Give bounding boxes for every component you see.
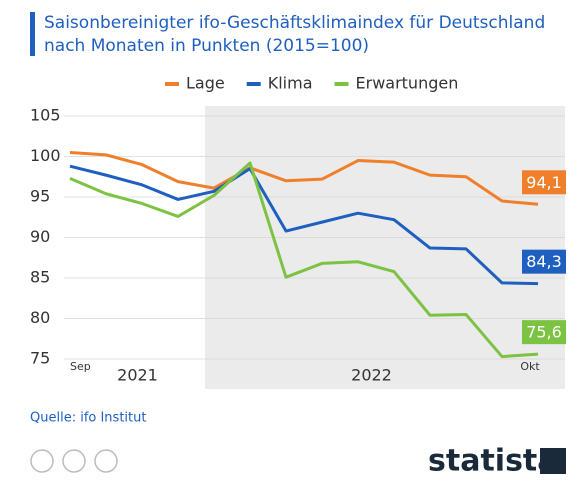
legend-label: Lage <box>186 74 225 93</box>
series-line <box>69 164 539 286</box>
y-tick-label: 80 <box>30 308 50 327</box>
period-shade <box>205 106 565 389</box>
y-tick-label: 75 <box>30 349 50 368</box>
value-label-box <box>522 249 566 274</box>
y-tick-label: 105 <box>30 106 61 125</box>
y-tick-label: 85 <box>30 268 50 287</box>
value-label-box <box>522 320 566 345</box>
chart-subtitle: nach Monaten in Punkten (2015=100) <box>44 36 369 56</box>
value-label-box <box>522 170 566 195</box>
source: Quelle: ifo Institut <box>30 411 146 426</box>
x-tick-label: Okt <box>520 360 540 373</box>
y-tick-label: 95 <box>30 187 50 206</box>
y-tick-label: 90 <box>30 227 50 246</box>
title-accent <box>30 12 35 56</box>
chart-title: Saisonbereinigter ifo-Geschäftsklimainde… <box>44 13 545 33</box>
legend-label: Erwartungen <box>356 74 459 93</box>
series-line <box>69 161 539 359</box>
value-label: 94,1 <box>526 173 562 192</box>
series-line <box>69 150 539 206</box>
cc-icons <box>30 449 118 473</box>
brand-icon <box>540 448 566 474</box>
x-tick-label: Sep <box>70 360 91 373</box>
brand-logo: statista <box>428 444 558 479</box>
y-tick-label: 100 <box>30 146 61 165</box>
legend-label: Klima <box>268 74 313 93</box>
x-group-label: 2022 <box>351 366 392 385</box>
value-label: 84,3 <box>526 252 562 271</box>
value-label: 75,6 <box>526 323 562 342</box>
x-group-label: 2021 <box>117 366 158 385</box>
